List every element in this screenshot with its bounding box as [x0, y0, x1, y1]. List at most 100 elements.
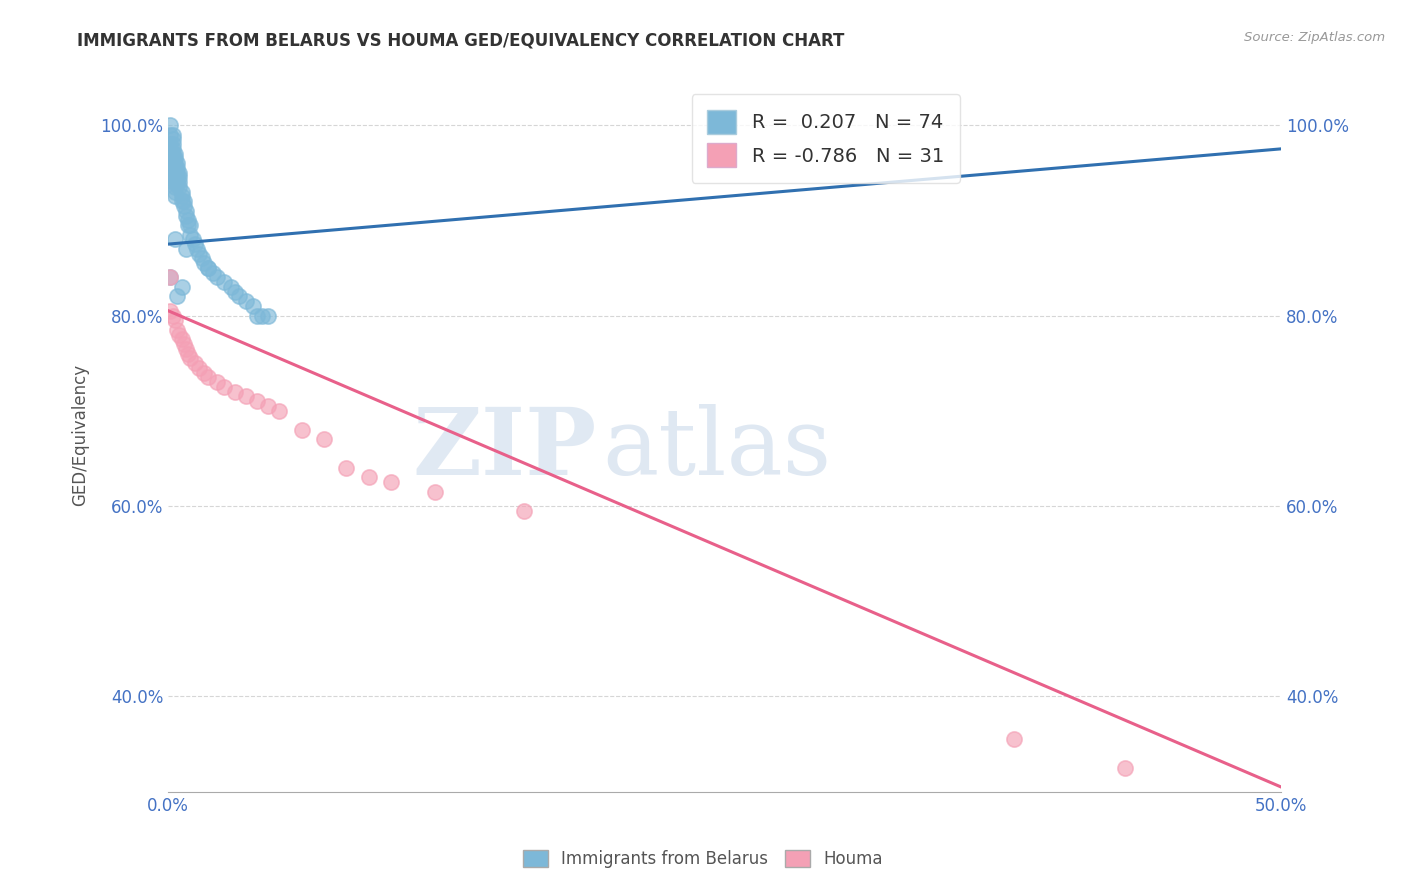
Point — [163, 170, 186, 185]
Point — [170, 185, 193, 199]
Point — [166, 323, 188, 337]
Point — [166, 166, 188, 180]
Point — [174, 209, 197, 223]
Point — [235, 389, 257, 403]
Point — [163, 175, 186, 189]
Point — [166, 161, 188, 175]
Point — [166, 175, 188, 189]
Point — [169, 170, 191, 185]
Point — [212, 275, 235, 289]
Point — [184, 356, 207, 370]
Point — [159, 170, 181, 185]
Point — [170, 280, 193, 294]
Point — [169, 166, 191, 180]
Point — [166, 170, 188, 185]
Point — [163, 146, 186, 161]
Point — [179, 218, 201, 232]
Point — [162, 142, 184, 156]
Point — [162, 161, 184, 175]
Point — [257, 399, 280, 413]
Point — [162, 146, 184, 161]
Point — [179, 227, 201, 242]
Point — [246, 394, 269, 409]
Legend: R =  0.207   N = 74, R = -0.786   N = 31: R = 0.207 N = 74, R = -0.786 N = 31 — [692, 95, 960, 183]
Point — [197, 370, 219, 384]
Point — [159, 137, 181, 152]
Point — [269, 403, 291, 417]
Point — [174, 342, 197, 356]
Point — [177, 218, 200, 232]
Point — [173, 199, 195, 213]
Point — [219, 280, 242, 294]
Point — [228, 289, 250, 303]
Point — [212, 380, 235, 394]
Point — [335, 461, 357, 475]
Point — [190, 252, 212, 266]
Point — [162, 128, 184, 142]
Point — [159, 303, 181, 318]
Point — [197, 260, 219, 275]
Point — [193, 256, 215, 270]
Point — [224, 285, 246, 299]
Point — [163, 313, 186, 327]
Point — [246, 309, 269, 323]
Point — [177, 346, 200, 360]
Point — [159, 146, 181, 161]
Point — [1114, 761, 1136, 775]
Point — [163, 189, 186, 203]
Text: Source: ZipAtlas.com: Source: ZipAtlas.com — [1244, 31, 1385, 45]
Point — [163, 161, 186, 175]
Point — [170, 332, 193, 346]
Point — [174, 203, 197, 218]
Point — [188, 360, 211, 375]
Point — [179, 351, 201, 366]
Point — [162, 137, 184, 152]
Point — [205, 375, 228, 389]
Point — [197, 260, 219, 275]
Point — [159, 142, 181, 156]
Point — [224, 384, 246, 399]
Point — [163, 152, 186, 166]
Y-axis label: GED/Equivalency: GED/Equivalency — [72, 364, 89, 506]
Point — [159, 166, 181, 180]
Point — [166, 156, 188, 170]
Point — [174, 242, 197, 256]
Point — [357, 470, 380, 484]
Text: atlas: atlas — [602, 404, 831, 494]
Point — [186, 242, 208, 256]
Point — [163, 180, 186, 194]
Text: ZIP: ZIP — [412, 404, 596, 494]
Point — [162, 309, 184, 323]
Point — [162, 166, 184, 180]
Point — [163, 185, 186, 199]
Text: IMMIGRANTS FROM BELARUS VS HOUMA GED/EQUIVALENCY CORRELATION CHART: IMMIGRANTS FROM BELARUS VS HOUMA GED/EQU… — [77, 31, 845, 49]
Point — [162, 156, 184, 170]
Point — [159, 156, 181, 170]
Point — [169, 327, 191, 342]
Point — [250, 309, 273, 323]
Point — [173, 194, 195, 209]
Legend: Immigrants from Belarus, Houma: Immigrants from Belarus, Houma — [516, 843, 890, 875]
Point — [425, 484, 447, 499]
Point — [162, 132, 184, 146]
Point — [257, 309, 280, 323]
Point — [163, 156, 186, 170]
Point — [163, 166, 186, 180]
Point — [513, 504, 536, 518]
Point — [169, 180, 191, 194]
Point — [159, 118, 181, 132]
Point — [188, 246, 211, 260]
Point — [193, 366, 215, 380]
Point — [159, 128, 181, 142]
Point — [291, 423, 314, 437]
Point — [159, 270, 181, 285]
Point — [380, 475, 402, 490]
Point — [170, 189, 193, 203]
Point — [177, 213, 200, 227]
Point — [1002, 732, 1025, 747]
Point — [312, 433, 335, 447]
Point — [162, 175, 184, 189]
Point — [181, 232, 204, 246]
Point — [166, 289, 188, 303]
Point — [169, 175, 191, 189]
